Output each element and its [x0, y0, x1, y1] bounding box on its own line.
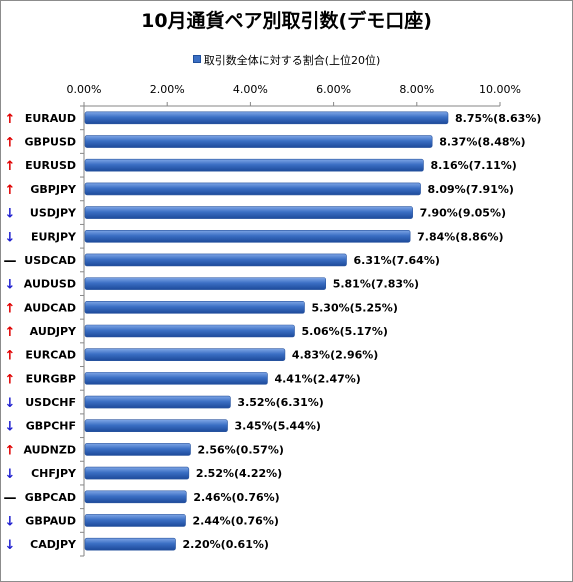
- trend-up-icon: ↑: [5, 183, 16, 198]
- data-label: 2.20%(0.61%): [183, 538, 269, 551]
- data-label: 3.45%(5.44%): [235, 420, 321, 433]
- x-tick-label: 8.00%: [399, 83, 434, 96]
- bar: [84, 348, 286, 361]
- category-label: AUDJPY: [30, 325, 77, 338]
- category-label: AUDNZD: [23, 443, 76, 456]
- x-tick-label: 10.00%: [479, 83, 521, 96]
- trend-up-icon: ↑: [5, 159, 16, 174]
- trend-up-icon: ↑: [5, 372, 16, 387]
- data-label: 6.31%(7.64%): [353, 254, 439, 267]
- bar: [84, 490, 187, 504]
- data-label: 8.09%(7.91%): [428, 183, 514, 196]
- bar: [84, 395, 231, 409]
- data-label: 7.84%(8.86%): [417, 230, 503, 243]
- data-label: 8.75%(8.63%): [455, 112, 541, 125]
- trend-up-icon: ↑: [5, 112, 16, 127]
- trend-flat-icon: —: [4, 254, 17, 269]
- category-label: CADJPY: [30, 538, 77, 551]
- category-label: GBPJPY: [30, 183, 77, 196]
- data-label: 7.90%(9.05%): [420, 207, 506, 220]
- bar: [84, 372, 268, 385]
- category-label: USDCHF: [25, 396, 76, 409]
- data-label: 5.30%(5.25%): [311, 301, 397, 314]
- category-label: EURAUD: [25, 112, 76, 125]
- bar: [84, 182, 421, 196]
- category-label: GBPCAD: [25, 491, 76, 504]
- category-label: EURGBP: [26, 372, 76, 385]
- bar: [84, 443, 191, 456]
- trend-down-icon: ↓: [5, 514, 16, 529]
- x-tick-label: 0.00%: [67, 83, 102, 96]
- category-label: EURUSD: [25, 159, 76, 172]
- bar: [84, 229, 411, 243]
- trend-up-icon: ↑: [5, 325, 16, 340]
- bar: [84, 253, 347, 267]
- legend-label: 取引数全体に対する割合(上位20位): [203, 54, 381, 67]
- legend-swatch: [192, 55, 201, 63]
- trend-down-icon: ↓: [5, 278, 16, 293]
- trend-down-icon: ↓: [5, 538, 16, 553]
- trend-down-icon: ↓: [5, 420, 16, 435]
- category-label: USDJPY: [30, 207, 77, 220]
- data-label: 8.37%(8.48%): [439, 136, 525, 149]
- trend-up-icon: ↑: [5, 349, 16, 364]
- data-label: 2.44%(0.76%): [193, 514, 279, 527]
- bar: [84, 466, 190, 480]
- trend-down-icon: ↓: [5, 207, 16, 222]
- trend-down-icon: ↓: [5, 396, 16, 411]
- bar: [84, 206, 413, 219]
- data-label: 4.41%(2.47%): [274, 372, 360, 385]
- bar: [84, 419, 228, 433]
- trend-down-icon: ↓: [5, 230, 16, 245]
- trend-flat-icon: —: [4, 491, 17, 506]
- trend-up-icon: ↑: [5, 301, 16, 316]
- x-tick-label: 6.00%: [316, 83, 351, 96]
- x-tick-label: 4.00%: [233, 83, 268, 96]
- bar: [84, 301, 305, 314]
- data-label: 2.56%(0.57%): [197, 443, 283, 456]
- category-label: EURJPY: [31, 230, 77, 243]
- trend-up-icon: ↑: [5, 443, 16, 458]
- bar: [84, 135, 433, 148]
- chart-title: 10月通貨ペア別取引数(デモ口座): [141, 10, 432, 32]
- data-label: 2.52%(4.22%): [196, 467, 282, 480]
- data-label: 4.83%(2.96%): [292, 349, 378, 362]
- data-label: 5.06%(5.17%): [301, 325, 387, 338]
- category-label: AUDUSD: [24, 278, 76, 291]
- bar: [84, 537, 176, 551]
- data-label: 8.16%(7.11%): [430, 159, 516, 172]
- bar: [84, 111, 449, 125]
- trend-down-icon: ↓: [5, 467, 16, 482]
- bar: [84, 324, 295, 338]
- category-label: EURCAD: [25, 349, 76, 362]
- bar: [84, 158, 424, 172]
- bar: [84, 514, 186, 527]
- trend-up-icon: ↑: [5, 136, 16, 151]
- category-label: GBPCHF: [26, 420, 76, 433]
- category-label: CHFJPY: [31, 467, 77, 480]
- bar: [84, 277, 326, 290]
- chart-legend: 取引数全体に対する割合(上位20位): [0, 52, 573, 68]
- x-tick-label: 2.00%: [150, 83, 185, 96]
- data-label: 2.46%(0.76%): [193, 491, 279, 504]
- data-label: 3.52%(6.31%): [237, 396, 323, 409]
- category-label: GBPAUD: [25, 514, 76, 527]
- category-label: AUDCAD: [24, 301, 76, 314]
- category-label: USDCAD: [24, 254, 76, 267]
- data-label: 5.81%(7.83%): [333, 278, 419, 291]
- category-label: GBPUSD: [25, 136, 76, 149]
